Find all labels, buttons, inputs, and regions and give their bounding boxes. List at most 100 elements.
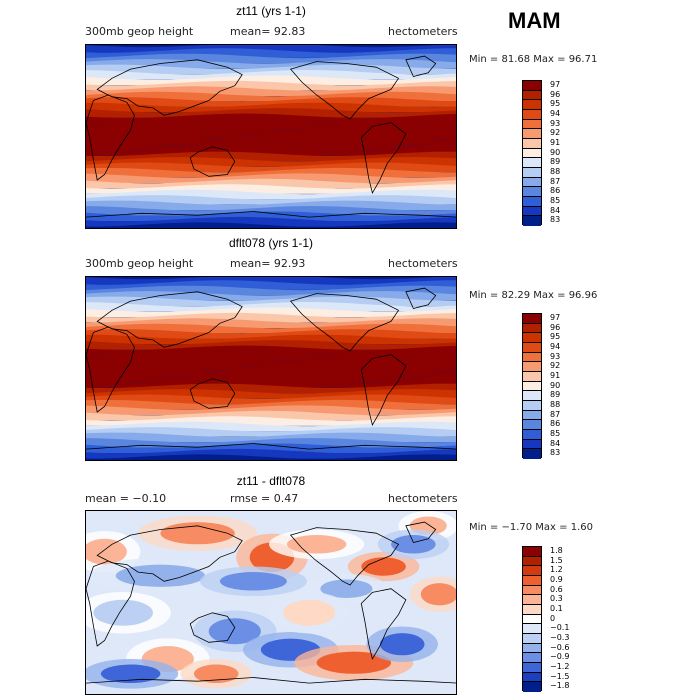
colorbar-swatch xyxy=(523,167,541,178)
colorbar-swatch xyxy=(523,633,541,644)
coastline xyxy=(360,588,407,661)
coastline xyxy=(360,354,407,427)
panel-1-variable-label: 300mb geop height xyxy=(85,25,194,38)
colorbar-swatch xyxy=(523,556,541,567)
colorbar-label: 95 xyxy=(550,332,561,342)
colorbar-label: 91 xyxy=(550,370,561,380)
colorbar-swatch xyxy=(523,391,541,401)
panel-3-minmax: Min = −1.70 Max = 1.60 xyxy=(469,522,593,533)
colorbar-swatch xyxy=(523,177,541,188)
panel-3-colorbar xyxy=(522,546,542,692)
contour-band xyxy=(86,367,456,377)
colorbar-label: 97 xyxy=(550,79,561,89)
panel-2-units-label: hectometers xyxy=(388,257,458,270)
colorbar-swatch xyxy=(523,449,541,459)
colorbar-swatch xyxy=(523,158,541,168)
coastline xyxy=(289,293,400,352)
panel-1-minmax: Min = 81.68 Max = 96.71 xyxy=(469,54,598,65)
colorbar-label: 92 xyxy=(550,128,561,138)
colorbar-swatch xyxy=(523,314,541,324)
colorbar-label: 0 xyxy=(550,613,556,623)
coastline xyxy=(189,378,236,409)
colorbar-swatch xyxy=(523,604,541,615)
colorbar-swatch xyxy=(523,196,541,207)
colorbar-label: 84 xyxy=(550,205,561,215)
colorbar-swatch xyxy=(523,138,541,149)
colorbar-swatch xyxy=(523,420,541,430)
colorbar-label: 0.6 xyxy=(550,584,563,594)
colorbar-label: 96 xyxy=(550,322,561,332)
colorbar-swatch xyxy=(523,352,541,363)
colorbar-label: 88 xyxy=(550,166,561,176)
colorbar-swatch xyxy=(523,81,541,91)
contour-band xyxy=(86,399,456,410)
colorbar-swatch xyxy=(523,333,541,343)
contour-band xyxy=(86,135,456,145)
contour-band xyxy=(86,70,456,80)
contour-blob-core xyxy=(316,651,392,674)
colorbar-label: 96 xyxy=(550,89,561,99)
colorbar-label: 93 xyxy=(550,351,561,361)
contour-band xyxy=(86,108,456,118)
coastline xyxy=(189,146,236,177)
colorbar-swatch xyxy=(523,119,541,130)
panel-3-mean-label: mean = −0.10 xyxy=(85,492,167,505)
contour-band xyxy=(86,222,456,228)
colorbar-label: 91 xyxy=(550,137,561,147)
colorbar-label: 0.1 xyxy=(550,603,563,613)
colorbar-label: 0.3 xyxy=(550,594,563,604)
contour-blob-core xyxy=(115,564,206,587)
colorbar-swatch xyxy=(523,148,541,159)
coastline xyxy=(189,612,236,643)
contour-blob-core xyxy=(100,664,161,684)
contour-band xyxy=(86,296,456,307)
colorbar-swatch xyxy=(523,595,541,605)
coastline xyxy=(86,326,135,413)
panel-2-map-canvas xyxy=(86,277,456,460)
colorbar-label: 1.5 xyxy=(550,555,563,565)
contour-blob-core xyxy=(86,538,127,565)
coastline xyxy=(86,677,456,684)
panel-1-map-canvas xyxy=(86,45,456,228)
contour-blob-core xyxy=(361,557,406,576)
colorbar-swatch xyxy=(523,410,541,421)
colorbar-swatch xyxy=(523,381,541,392)
colorbar-label: 90 xyxy=(550,147,561,157)
panel-2-map xyxy=(85,276,457,461)
contour-blob-core xyxy=(286,535,347,554)
panel-2-variable-label: 300mb geop height xyxy=(85,257,194,270)
panel-3-map-canvas xyxy=(86,511,456,694)
colorbar-swatch xyxy=(523,90,541,101)
panel-1-units-label: hectometers xyxy=(388,25,458,38)
contour-blob-core xyxy=(379,633,425,656)
panel-2-minmax: Min = 82.29 Max = 96.96 xyxy=(469,290,598,301)
contour-band xyxy=(86,405,456,415)
colorbar-swatch xyxy=(523,585,541,596)
colorbar-swatch xyxy=(523,624,541,634)
coastline xyxy=(96,291,243,348)
colorbar-label: 93 xyxy=(550,118,561,128)
colorbar-swatch xyxy=(523,100,541,110)
colorbar-swatch xyxy=(523,614,541,625)
contour-band xyxy=(86,334,456,345)
colorbar-label: 87 xyxy=(550,409,561,419)
coastline xyxy=(289,61,400,120)
coastline xyxy=(360,122,407,195)
colorbar-label: −1.2 xyxy=(550,661,570,671)
coastline xyxy=(86,443,456,450)
coastline xyxy=(405,55,437,77)
contour-blob-core xyxy=(283,599,336,626)
colorbar-swatch xyxy=(523,643,541,654)
colorbar-label: −0.1 xyxy=(550,623,570,633)
contour-band xyxy=(86,173,456,183)
colorbar-swatch xyxy=(523,109,541,120)
panel-3-rmse-label: rmse = 0.47 xyxy=(230,492,299,505)
contour-band xyxy=(86,211,456,222)
contour-blob-core xyxy=(420,583,456,606)
contour-band xyxy=(86,167,456,178)
colorbar-label: −1.8 xyxy=(550,681,570,691)
colorbar-label: 0.9 xyxy=(550,574,563,584)
colorbar-swatch xyxy=(523,342,541,353)
colorbar-label: 97 xyxy=(550,312,561,322)
colorbar-swatch xyxy=(523,362,541,372)
